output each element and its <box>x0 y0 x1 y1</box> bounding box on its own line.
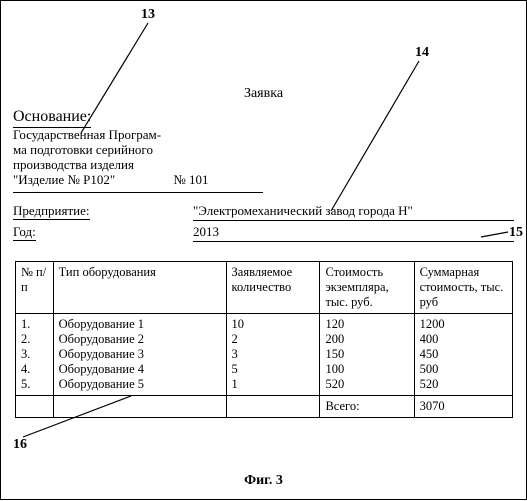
year-row: Год: 2013 <box>13 224 514 242</box>
cell-qty: 5 <box>232 362 315 377</box>
cell-sum: 450 <box>420 347 507 362</box>
cell-type: Оборудование 1 <box>59 317 221 332</box>
osnovanie-line-3: производства изделия <box>13 157 134 172</box>
total-value: 3070 <box>414 396 512 418</box>
cell-n: 1. <box>21 317 48 332</box>
cell-type: Оборудование 4 <box>59 362 221 377</box>
osnovanie-line-2: ма подготовки серийного <box>13 142 153 157</box>
col-qty-cell: 10 2 3 5 1 <box>226 314 320 396</box>
th-sumcost: Суммарная стоимость, тыс. руб <box>414 262 512 314</box>
cell-qty: 10 <box>232 317 315 332</box>
callout-13: 13 <box>141 7 155 23</box>
osnovanie-block: Основание: Государственная Програм- ма п… <box>13 108 514 193</box>
th-number: № п/п <box>16 262 54 314</box>
cell-sum: 520 <box>420 377 507 392</box>
cell-type: Оборудование 2 <box>59 332 221 347</box>
col-sum-cell: 1200 400 450 500 520 <box>414 314 512 396</box>
enterprise-label: Предприятие: <box>13 203 90 220</box>
cell-sum: 500 <box>420 362 507 377</box>
document-sheet: Заявка Основание: Государственная Програ… <box>13 86 514 242</box>
equipment-table: № п/п Тип оборудования Заявляемое количе… <box>15 261 513 418</box>
doc-title: Заявка <box>13 86 514 102</box>
cell-unit: 100 <box>325 362 408 377</box>
cell-qty: 3 <box>232 347 315 362</box>
th-unitcost: Стоимость экземпляра, тыс. руб. <box>320 262 414 314</box>
callout-lines <box>1 1 527 501</box>
cell-sum: 1200 <box>420 317 507 332</box>
cell-qty: 2 <box>232 332 315 347</box>
callout-16: 16 <box>13 437 27 453</box>
osnovanie-line-1: Государственная Програм- <box>13 127 161 142</box>
cell-n: 5. <box>21 377 48 392</box>
year-label: Год: <box>13 224 36 241</box>
col-unit-cell: 120 200 150 100 520 <box>320 314 414 396</box>
cell-type: Оборудование 5 <box>59 377 221 392</box>
callout-14: 14 <box>415 45 429 61</box>
enterprise-row: Предприятие: "Электромеханический завод … <box>13 203 514 221</box>
osnovanie-label: Основание: <box>13 108 91 128</box>
col-type-cell: Оборудование 1 Оборудование 2 Оборудован… <box>53 314 226 396</box>
cell-type: Оборудование 3 <box>59 347 221 362</box>
cell-qty: 1 <box>232 377 315 392</box>
cell-unit: 120 <box>325 317 408 332</box>
cell-n: 2. <box>21 332 48 347</box>
osnovanie-line-4: "Изделие № Р102" <box>13 173 115 188</box>
cell-unit: 200 <box>325 332 408 347</box>
th-type: Тип оборудования <box>53 262 226 314</box>
year-value: 2013 <box>193 224 514 242</box>
th-qty: Заявляемое количество <box>226 262 320 314</box>
total-label: Всего: <box>320 396 414 418</box>
cell-n: 4. <box>21 362 48 377</box>
cell-n: 3. <box>21 347 48 362</box>
enterprise-value: "Электромеханический завод города Н" <box>193 203 514 221</box>
cell-sum: 400 <box>420 332 507 347</box>
cell-unit: 150 <box>325 347 408 362</box>
page-frame: 13 14 15 16 Заявка Основание: Государств… <box>0 0 527 500</box>
table-body-row: 1. 2. 3. 4. 5. Оборудование 1 Оборудован… <box>16 314 513 396</box>
figure-caption: Фиг. 3 <box>1 473 526 489</box>
table-header-row: № п/п Тип оборудования Заявляемое количе… <box>16 262 513 314</box>
col-n-cell: 1. 2. 3. 4. 5. <box>16 314 54 396</box>
cell-unit: 520 <box>325 377 408 392</box>
osnovanie-body: Государственная Програм- ма подготовки с… <box>13 128 263 193</box>
osnovanie-number: № 101 <box>173 173 208 188</box>
table-total-row: Всего: 3070 <box>16 396 513 418</box>
